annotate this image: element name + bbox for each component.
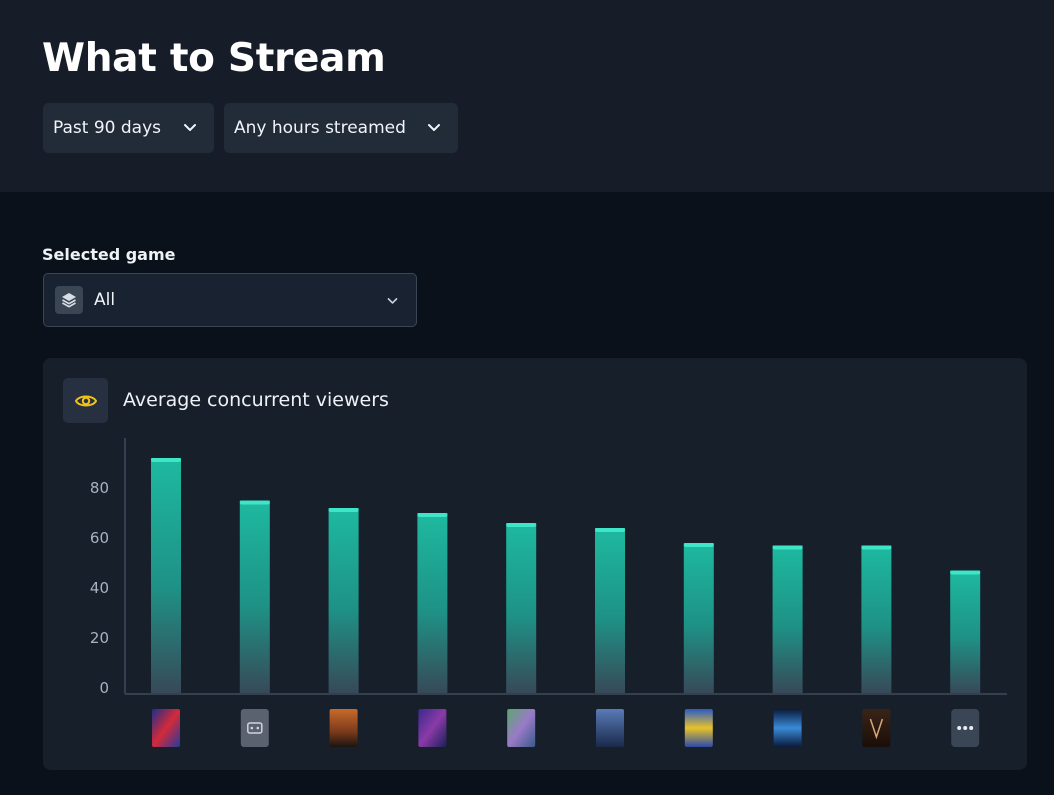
game-cover-8[interactable] [773, 709, 802, 747]
viewers-chart-card: Average concurrent viewers 0 20 40 60 80 [43, 358, 1027, 770]
eye-icon-box [63, 378, 108, 423]
selected-game-value: All [94, 290, 116, 310]
chart-bar[interactable] [239, 500, 270, 694]
game-cover-1[interactable] [152, 709, 180, 747]
chart-bar[interactable] [417, 513, 448, 693]
y-tick-label: 60 [90, 529, 109, 547]
hours-streamed-dropdown[interactable]: Any hours streamed [224, 103, 458, 153]
eye-icon [74, 395, 97, 406]
game-cover-5[interactable] [507, 709, 536, 747]
game-cover-7[interactable] [684, 709, 713, 747]
game-cover-9[interactable] [862, 709, 891, 747]
game-cover-3[interactable] [329, 709, 358, 747]
chevron-down-icon [184, 124, 196, 131]
chevron-down-icon [387, 298, 398, 304]
layers-stack-icon [55, 286, 83, 314]
chevron-down-icon [428, 124, 440, 131]
time-range-dropdown[interactable]: Past 90 days [43, 103, 214, 153]
chart-bar[interactable] [772, 545, 803, 694]
chart-bar[interactable] [328, 508, 359, 693]
chart-bar[interactable] [595, 528, 625, 693]
game-cover-4[interactable] [418, 709, 447, 747]
game-select-dropdown[interactable]: All [43, 273, 417, 327]
hours-streamed-label: Any hours streamed [234, 118, 406, 138]
y-tick-label: 0 [99, 679, 109, 697]
chart-bar[interactable] [151, 458, 181, 693]
chart-bar[interactable] [683, 543, 714, 693]
chart-bar[interactable] [861, 545, 892, 694]
page-header: What to Stream Past 90 days Any hours st… [0, 0, 1054, 192]
selected-game-label: Selected game [42, 245, 176, 264]
bar-chart: 0 20 40 60 80 [90, 438, 1007, 747]
chart-bar[interactable] [950, 570, 981, 694]
more-icon[interactable] [951, 709, 980, 747]
y-tick-label: 40 [90, 579, 109, 597]
page-title: What to Stream [42, 36, 386, 81]
chart-bar[interactable] [506, 523, 537, 693]
y-tick-label: 80 [90, 479, 109, 497]
y-tick-label: 20 [90, 629, 109, 647]
card-title: Average concurrent viewers [123, 389, 389, 411]
game-cover-6[interactable] [596, 709, 624, 747]
game-cover-2[interactable] [240, 709, 269, 747]
time-range-label: Past 90 days [53, 118, 161, 138]
